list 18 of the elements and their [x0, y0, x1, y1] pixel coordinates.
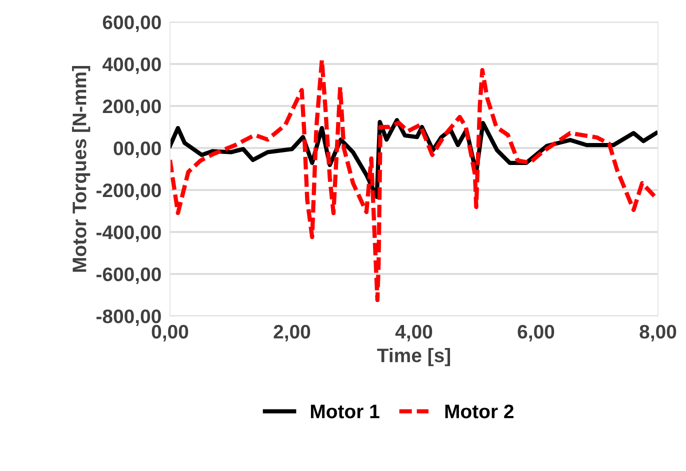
x-axis-title: Time [s]: [377, 348, 450, 366]
y-tick-label: -200,00: [96, 183, 161, 200]
x-tick-label: 2,00: [274, 324, 310, 342]
x-tick-label: 0,00: [152, 324, 188, 342]
y-tick-label: 00,00: [114, 141, 161, 158]
y-axis-title: Motor Torques [N-mm]: [72, 66, 90, 272]
x-tick-label: 4,00: [395, 324, 432, 342]
y-tick-label: -600,00: [96, 267, 161, 284]
y-tick-label: -800,00: [96, 309, 161, 326]
x-tick-label: 6,00: [518, 324, 554, 342]
y-tick-label: 600,00: [102, 15, 161, 32]
x-tick-label: 8,00: [640, 324, 676, 342]
legend-label: Motor 2: [445, 404, 514, 418]
line-series: [170, 58, 658, 302]
y-tick-label: 400,00: [102, 57, 161, 74]
legend-label: Motor 1: [310, 404, 380, 418]
y-tick-label: 200,00: [102, 99, 161, 116]
y-tick-label: -400,00: [96, 225, 161, 242]
